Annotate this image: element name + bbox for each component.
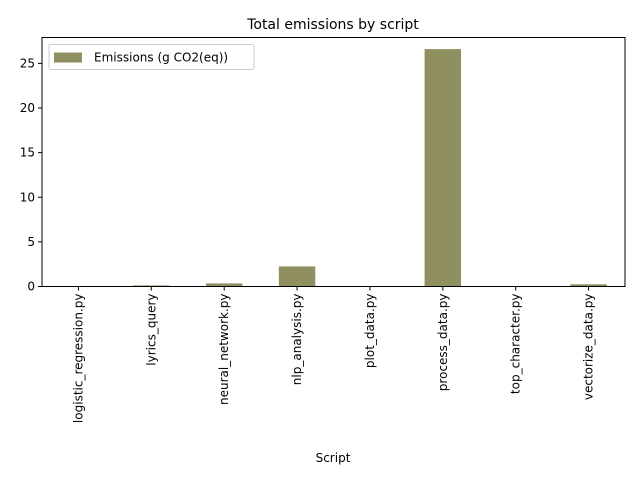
x-tick-label: top_character.py <box>509 294 523 395</box>
y-tick-label: 0 <box>27 280 35 294</box>
bar-process_data.py <box>424 49 462 287</box>
x-axis-label: Script <box>316 451 351 465</box>
chart-title: Total emissions by script <box>246 17 419 33</box>
x-tick-label: lyrics_query <box>144 294 158 366</box>
bar-vectorize_data.py <box>570 284 607 287</box>
y-tick-label: 10 <box>20 190 35 204</box>
x-tick-label: logistic_regression.py <box>71 294 85 424</box>
y-tick-label: 5 <box>27 235 35 249</box>
x-tick-label: neural_network.py <box>217 294 231 405</box>
x-tick-label: plot_data.py <box>363 294 377 369</box>
legend-label: Emissions (g CO2(eq)) <box>94 51 228 65</box>
bars-group <box>60 49 607 287</box>
x-axis: logistic_regression.py lyrics_query neural… <box>71 286 596 424</box>
legend-box <box>48 44 255 70</box>
y-axis: 0 5 10 15 20 25 <box>20 56 42 294</box>
x-tick-label: vectorize_data.py <box>582 294 596 401</box>
bar-neural_network.py <box>205 283 243 287</box>
x-tick-label: nlp_analysis.py <box>290 294 304 386</box>
y-tick-label: 15 <box>20 146 35 160</box>
plot-frame <box>41 37 626 287</box>
x-tick-label: process_data.py <box>436 294 450 392</box>
y-tick-label: 25 <box>20 56 35 70</box>
legend-swatch <box>54 52 82 63</box>
bar-lyrics_query <box>133 285 170 287</box>
y-tick-label: 20 <box>20 101 35 115</box>
bar-nlp_analysis.py <box>278 266 316 287</box>
legend: Emissions (g CO2(eq)) <box>48 44 255 70</box>
